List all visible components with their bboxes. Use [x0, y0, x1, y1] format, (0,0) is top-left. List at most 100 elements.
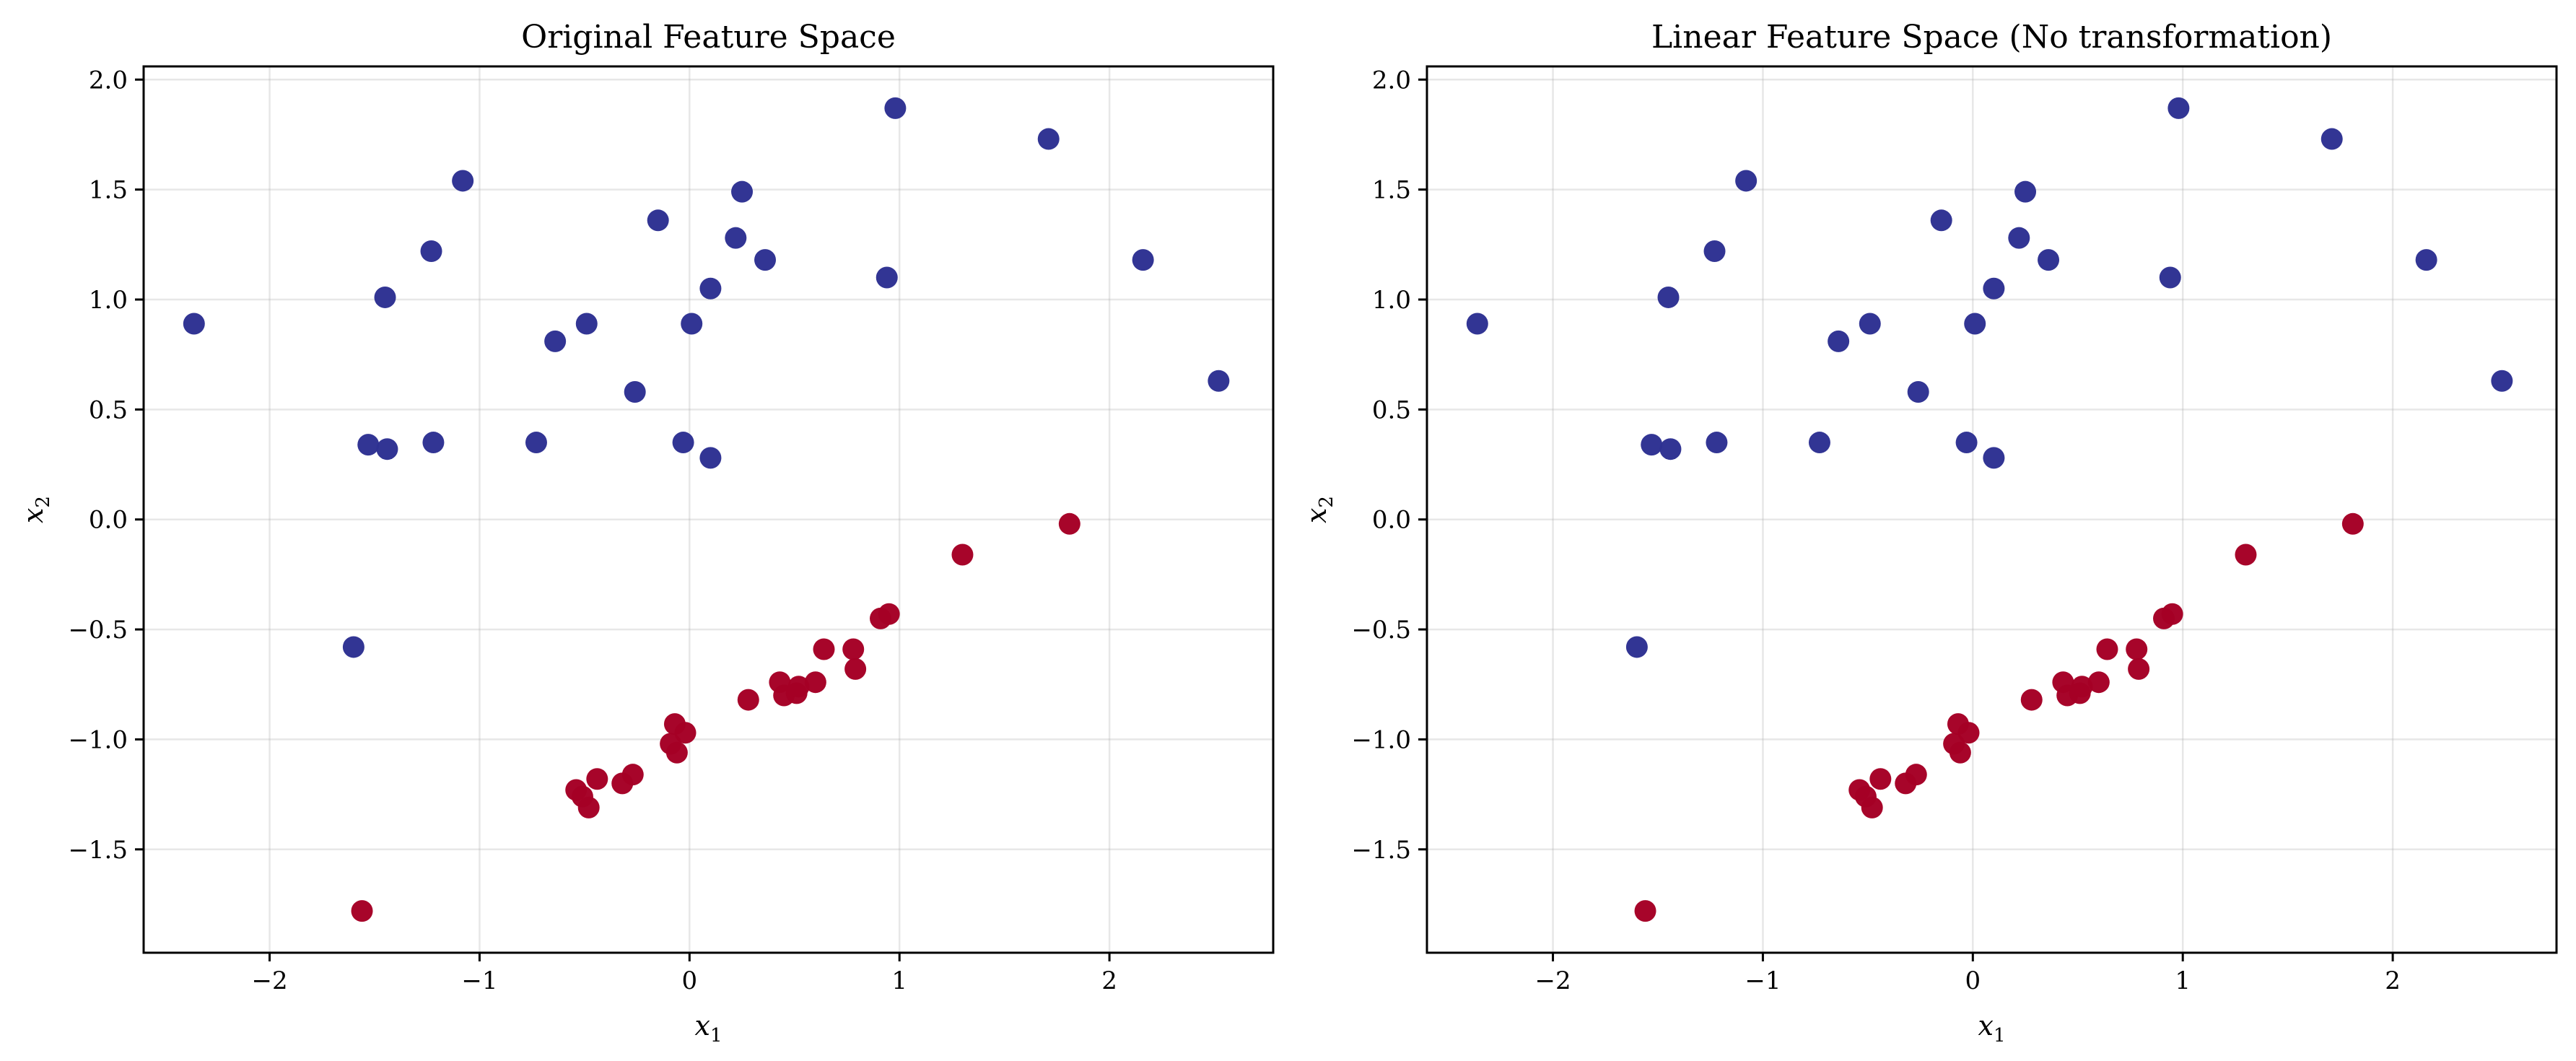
chart-1-series-1-point-10 — [624, 380, 646, 403]
chart-2-series-1-point-16 — [2008, 227, 2030, 249]
chart-1-series-2-point-21 — [878, 603, 900, 625]
chart-2-y-tick-label-5: 1.0 — [1372, 286, 1411, 315]
chart-1-series-2-point-22 — [951, 543, 974, 566]
chart-1-series-1-point-23 — [1208, 370, 1230, 392]
chart-1-y-axis-label-sub: 2 — [32, 496, 54, 508]
chart-1-x-axis-label: x1 — [695, 1010, 722, 1047]
chart-1-y-tick-label-0: −1.5 — [68, 836, 128, 865]
chart-2-series-2-point-16 — [2087, 671, 2110, 694]
chart-1-axes-frame — [142, 65, 1275, 954]
chart-1-series-2-point-15 — [787, 676, 810, 698]
chart-1-series-2-point-10 — [674, 722, 697, 744]
chart-1-series-1-point-9 — [575, 313, 598, 335]
chart-2-series-2-point-0 — [1634, 900, 1656, 922]
chart-1-title: Original Feature Space — [521, 19, 896, 56]
chart-1-series-1-point-21 — [1037, 128, 1060, 150]
chart-2-series-1-point-8 — [1828, 330, 1850, 352]
chart-2-series-1-point-2 — [1657, 286, 1680, 308]
chart-2-series-1-point-24 — [1625, 636, 1648, 658]
chart-2-series-2-point-17 — [2096, 638, 2118, 660]
chart-2-series-1-point-7 — [1808, 432, 1830, 454]
chart-2-series-1-point-22 — [2415, 249, 2437, 271]
chart-1-series-1-point-24 — [342, 636, 364, 658]
chart-1-series-2-point-16 — [804, 671, 826, 694]
chart-2-y-axis-label-sub: 2 — [1316, 496, 1337, 508]
chart-2-series-1-point-23 — [2491, 370, 2513, 392]
chart-2-series-2-point-21 — [2161, 603, 2183, 625]
chart-1-series-1-point-7 — [525, 432, 547, 454]
chart-1-series-2-point-3 — [577, 796, 600, 818]
chart-2-series-1-point-6 — [1735, 170, 1758, 192]
chart-2-series-2-point-9 — [1949, 741, 1971, 764]
chart-1-y-tick-label-6: 1.5 — [89, 176, 128, 205]
chart-2-series-1-point-17 — [2014, 180, 2037, 203]
chart-1-x-tick-label-0: −2 — [251, 966, 287, 995]
chart-2-y-tick-label-3: 0.0 — [1372, 506, 1411, 535]
chart-2-y-tick-label-4: 0.5 — [1372, 396, 1411, 424]
chart-2-series-1-point-20 — [2167, 97, 2190, 119]
chart-2-series-1-point-1 — [1641, 434, 1663, 456]
chart-1-x-axis-label-sub: 1 — [710, 1025, 722, 1047]
chart-1-series-1-point-12 — [672, 432, 694, 454]
chart-2-series-2-point-10 — [1957, 722, 1980, 744]
chart-2-series-1-point-4 — [1703, 240, 1726, 262]
chart-2-series-1-point-18 — [2038, 249, 2060, 271]
chart-2-series-2-point-3 — [1861, 796, 1883, 818]
chart-2-series-2-point-23 — [2341, 512, 2364, 535]
chart-2-x-axis-label: x1 — [1978, 1010, 2006, 1047]
chart-1-series-1-point-8 — [544, 330, 567, 352]
chart-2-series-1-point-10 — [1907, 380, 1929, 403]
chart-2-series-2-point-6 — [1905, 764, 1927, 786]
chart-2-title: Linear Feature Space (No transformation) — [1651, 19, 2332, 56]
chart-2-y-tick-label-2: −0.5 — [1351, 616, 1411, 645]
chart-2-x-axis-label-main: x — [1978, 1010, 1994, 1042]
chart-1-series-1-point-3 — [376, 438, 398, 460]
chart-2-y-tick-label-1: −1.0 — [1351, 725, 1411, 754]
chart-2-y-axis-label-main: x — [1301, 508, 1332, 523]
chart-2: −2 −1 0 1 2 −1.5 −1.0 −0.5 0.0 0.5 1.0 1.5 2.0 Linear… — [1301, 19, 2558, 1047]
chart-1-x-tick-label-4: 2 — [1101, 966, 1117, 995]
chart-1-series-1-point-1 — [357, 434, 380, 456]
chart-1-y-axis-label-main: x — [17, 508, 49, 523]
chart-1-series-1-point-19 — [876, 266, 898, 289]
chart-2-series-2-point-15 — [2071, 676, 2093, 698]
chart-1-y-tick-label-2: −0.5 — [68, 616, 128, 645]
chart-1-series-2-point-19 — [844, 658, 867, 680]
chart-1-x-tick-label-3: 1 — [891, 966, 907, 995]
chart-1-series-1-point-13 — [681, 313, 703, 335]
chart-1-series-2-point-11 — [737, 689, 759, 711]
chart-1-series-2-point-23 — [1058, 512, 1080, 535]
chart-1-series-1-point-4 — [420, 240, 442, 262]
chart-2-series-1-point-11 — [1930, 209, 1952, 232]
chart-1-series-1-point-2 — [374, 286, 396, 308]
chart-1-series-1-point-22 — [1132, 249, 1154, 271]
chart-2-y-tick-label-0: −1.5 — [1351, 836, 1411, 865]
chart-1-y-tick-label-5: 1.0 — [89, 286, 128, 315]
chart-1-y-tick-label-3: 0.0 — [89, 506, 128, 535]
chart-1-y-axis-label: x2 — [17, 496, 54, 523]
chart-1-series-1-point-20 — [884, 97, 907, 119]
chart-1-series-2-point-9 — [665, 741, 688, 764]
chart-2-series-1-point-12 — [1955, 432, 1978, 454]
chart-1-series-1-point-16 — [725, 227, 747, 249]
chart-2-x-tick-label-2: 0 — [1965, 966, 1981, 995]
chart-2-x-tick-label-4: 2 — [2385, 966, 2401, 995]
chart-2-x-axis-label-sub: 1 — [1994, 1025, 2006, 1047]
chart-1-series-2-point-18 — [842, 638, 865, 660]
chart-1-series-1-point-14 — [699, 277, 722, 300]
chart-1-series-1-point-11 — [647, 209, 669, 232]
chart-2-series-1-point-19 — [2159, 266, 2181, 289]
chart-1-y-tick-label-7: 2.0 — [89, 66, 128, 95]
chart-1-x-axis-label-main: x — [695, 1010, 710, 1042]
chart-1-series-1-point-6 — [452, 170, 474, 192]
chart-2-series-1-point-13 — [1964, 313, 1986, 335]
chart-2-series-1-point-5 — [1706, 432, 1728, 454]
chart-1-series-2-point-17 — [813, 638, 835, 660]
chart-1-y-tick-label-4: 0.5 — [89, 396, 128, 424]
chart-2-series-2-point-4 — [1869, 768, 1892, 790]
chart-2-x-tick-label-1: −1 — [1745, 966, 1781, 995]
chart-2-y-tick-label-7: 2.0 — [1372, 66, 1411, 95]
chart-2-series-1-point-3 — [1659, 438, 1682, 460]
chart-2-y-axis-label: x2 — [1301, 496, 1337, 523]
